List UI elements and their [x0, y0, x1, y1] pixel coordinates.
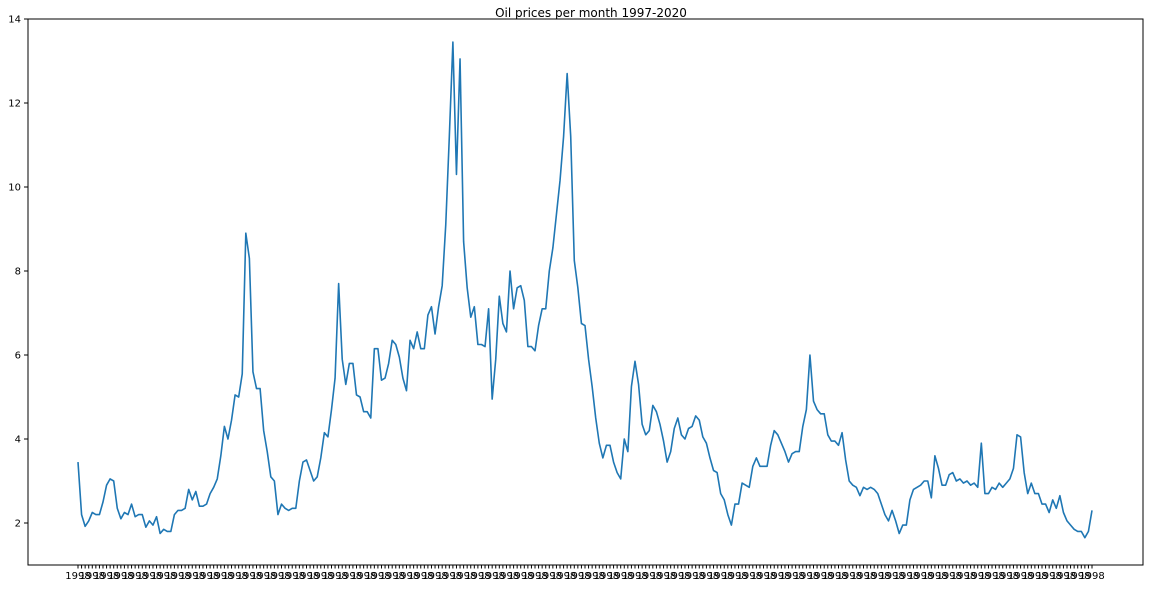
x-tick-label: 1998 — [437, 571, 462, 582]
x-tick-group: 1998199819981998199819981998199819981998… — [65, 565, 1105, 582]
y-tick-label: 4 — [15, 435, 21, 446]
x-tick-label: 1998 — [879, 571, 904, 582]
x-tick-label: 1998 — [165, 571, 190, 582]
y-tick-label: 6 — [15, 351, 21, 362]
x-tick-label: 1998 — [322, 571, 347, 582]
chart-title: Oil prices per month 1997-2020 — [495, 6, 687, 20]
x-tick-label: 1998 — [594, 571, 619, 582]
x-tick-label: 1998 — [694, 571, 719, 582]
x-tick-label: 1998 — [451, 571, 476, 582]
x-tick-label: 1998 — [794, 571, 819, 582]
x-tick-label: 1998 — [637, 571, 662, 582]
x-tick-label: 1998 — [408, 571, 433, 582]
y-tick-label: 12 — [8, 99, 21, 110]
x-tick-label: 1998 — [365, 571, 390, 582]
x-tick-label: 1998 — [65, 571, 90, 582]
x-tick-label: 1998 — [122, 571, 147, 582]
x-tick-label: 1998 — [180, 571, 205, 582]
x-tick-label: 1998 — [94, 571, 119, 582]
y-tick: 2 — [15, 519, 28, 530]
x-tick-label: 1998 — [822, 571, 847, 582]
x-tick-label: 1998 — [579, 571, 604, 582]
y-tick: 6 — [15, 351, 28, 362]
x-tick-label: 1998 — [537, 571, 562, 582]
x-tick-label: 1998 — [965, 571, 990, 582]
x-tick-label: 1998 — [622, 571, 647, 582]
x-tick-label: 1998 — [151, 571, 176, 582]
x-tick-label: 1998 — [394, 571, 419, 582]
x-tick-label: 1998 — [522, 571, 547, 582]
x-tick-label: 1998 — [908, 571, 933, 582]
x-tick-label: 1998 — [494, 571, 519, 582]
x-tick-label: 1998 — [279, 571, 304, 582]
y-tick: 8 — [15, 267, 28, 278]
x-tick-label: 1998 — [737, 571, 762, 582]
x-tick-label: 1998 — [1036, 571, 1061, 582]
x-tick-label: 1998 — [779, 571, 804, 582]
x-tick-label: 1998 — [237, 571, 262, 582]
x-tick-label: 1998 — [337, 571, 362, 582]
y-tick-label: 2 — [15, 519, 21, 530]
x-tick-label: 1998 — [551, 571, 576, 582]
x-tick-label: 1998 — [665, 571, 690, 582]
x-tick-label: 1998 — [979, 571, 1004, 582]
x-tick-label: 1998 — [951, 571, 976, 582]
x-tick-label: 1998 — [994, 571, 1019, 582]
y-tick: 14 — [8, 15, 28, 26]
x-tick-label: 1998 — [1022, 571, 1047, 582]
y-tick-label: 10 — [8, 183, 21, 194]
x-tick-label: 1998 — [80, 571, 105, 582]
x-tick-label: 1998 — [222, 571, 247, 582]
x-tick-label: 1998 — [194, 571, 219, 582]
x-tick-label: 1998 — [922, 571, 947, 582]
plot-frame — [27, 18, 1144, 566]
x-tick-label: 1998 — [608, 571, 633, 582]
x-tick-label: 1998 — [1065, 571, 1090, 582]
plot-area: 2468101214199819981998199819981998199819… — [8, 15, 1104, 583]
x-tick-label: 1998 — [508, 571, 533, 582]
x-tick-label: 1998 — [465, 571, 490, 582]
y-tick-label: 14 — [8, 15, 21, 26]
x-tick-label: 1998 — [422, 571, 447, 582]
x-tick-label: 1998 — [836, 571, 861, 582]
y-tick: 12 — [8, 99, 28, 110]
x-tick-label: 1998 — [808, 571, 833, 582]
x-tick-label: 1998 — [865, 571, 890, 582]
x-tick-label: 1998 — [1051, 571, 1076, 582]
x-tick-label: 1998 — [765, 571, 790, 582]
y-tick: 10 — [8, 183, 28, 194]
x-tick-label: 1998 — [351, 571, 376, 582]
series-line-oil-price — [77, 41, 1093, 539]
x-tick-label: 1998 — [251, 571, 276, 582]
x-tick-label: 1998 — [265, 571, 290, 582]
x-tick-label: 1998 — [479, 571, 504, 582]
x-tick-label: 1998 — [722, 571, 747, 582]
x-tick-label: 1998 — [894, 571, 919, 582]
x-tick-label: 1998 — [308, 571, 333, 582]
y-tick-label: 8 — [15, 267, 21, 278]
x-tick-label: 1998 — [679, 571, 704, 582]
x-tick-label: 1998 — [565, 571, 590, 582]
x-tick-label: 1998 — [1008, 571, 1033, 582]
x-tick-label: 1998 — [936, 571, 961, 582]
x-tick-label: 1998 — [851, 571, 876, 582]
x-tick-label: 1998 — [1079, 571, 1104, 582]
x-tick-label: 1998 — [708, 571, 733, 582]
x-tick-label: 1998 — [651, 571, 676, 582]
x-tick-label: 1998 — [751, 571, 776, 582]
x-tick-label: 1998 — [108, 571, 133, 582]
y-tick: 4 — [15, 435, 28, 446]
x-tick-label: 1998 — [379, 571, 404, 582]
x-tick-label: 1998 — [208, 571, 233, 582]
x-tick-label: 1998 — [294, 571, 319, 582]
x-tick-label: 1998 — [137, 571, 162, 582]
